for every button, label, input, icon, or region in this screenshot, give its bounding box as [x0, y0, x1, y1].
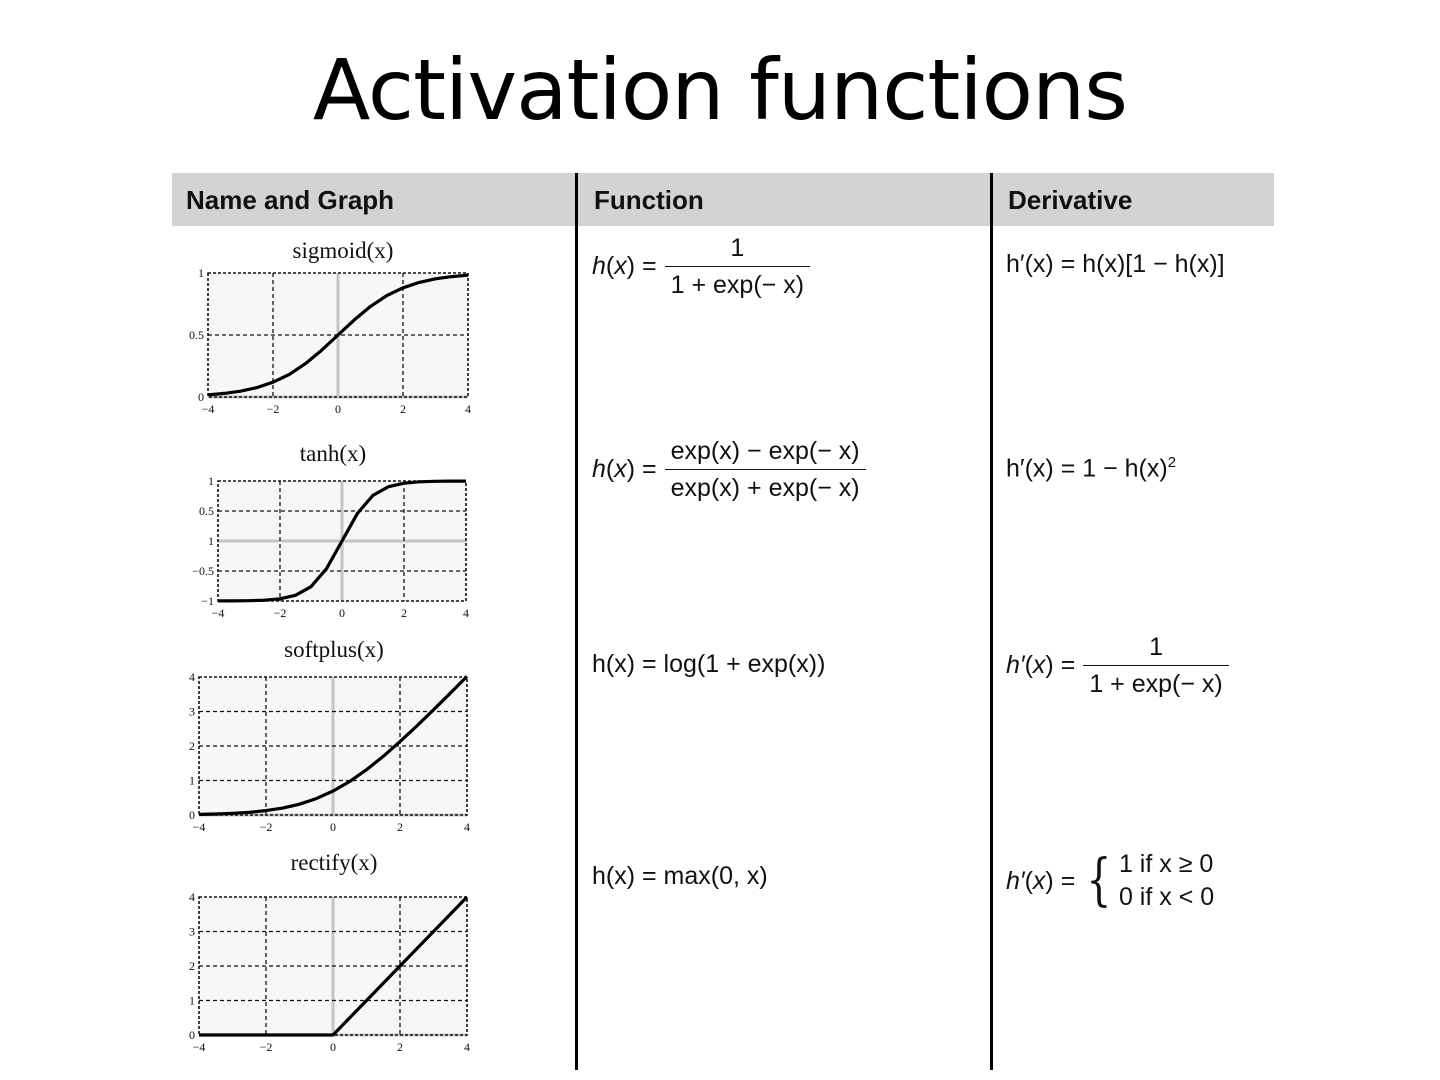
x-tick-label: 2 [397, 820, 403, 834]
tanh-chart: −4 −2 0 2 4 −1 −0.5 1 0.5 1 [192, 474, 469, 620]
series-line [199, 895, 469, 1037]
x-tick-label: 0 [339, 606, 345, 620]
series-line [207, 273, 469, 397]
y-tick-label: −1 [201, 594, 214, 608]
y-tick-label: 1 [189, 774, 195, 788]
x-tick-label: 0 [330, 1040, 336, 1054]
x-tick-label: 2 [401, 606, 407, 620]
y-tick-label: −0.5 [192, 564, 214, 578]
y-tick-label: 1 [198, 266, 204, 280]
derivative-sigmoid: h′(x) = h(x)[1 − h(x)] [1006, 250, 1225, 278]
y-tick-label: 0 [189, 808, 195, 822]
y-tick-label: 0 [198, 390, 204, 404]
chart-title-sigmoid: sigmoid(x) [292, 238, 394, 263]
softplus-chart: −4 −2 0 2 4 0 1 2 3 4 [189, 670, 470, 834]
plot-frame [207, 272, 469, 398]
x-tick-label: −2 [274, 606, 287, 620]
chart-title-softplus: softplus(x) [284, 637, 384, 662]
y-tick-label: 4 [189, 890, 195, 904]
x-tick-label: −4 [212, 606, 225, 620]
y-tick-label: 2 [189, 739, 195, 753]
header-derivative: Derivative [1008, 185, 1133, 215]
x-tick-label: 2 [397, 1040, 403, 1054]
series-line [218, 479, 466, 603]
x-tick-label: 4 [465, 402, 471, 416]
chart-title-rectify: rectify(x) [290, 850, 378, 875]
x-tick-label: −2 [267, 402, 280, 416]
rectify-chart: −4 −2 0 2 4 0 1 2 3 4 [189, 890, 470, 1054]
x-tick-label: 0 [330, 820, 336, 834]
y-tick-label: 3 [189, 925, 195, 939]
plot-frame [198, 676, 468, 816]
x-tick-label: 0 [335, 402, 341, 416]
y-tick-label: 0 [189, 1028, 195, 1042]
sigmoid-chart: −4 −2 0 2 4 0 0.5 1 [189, 266, 471, 416]
x-tick-label: 2 [400, 402, 406, 416]
derivative-softplus: h′(x) = 1 1 + exp(− x) [1006, 633, 1229, 698]
x-tick-label: 4 [464, 820, 470, 834]
function-rectify: h(x) = max(0, x) [592, 862, 768, 890]
y-tick-label: 0.5 [189, 328, 204, 342]
function-sigmoid: h(x) = 1 1 + exp(− x) [592, 234, 811, 299]
function-tanh: h(x) = exp(x) − exp(− x) exp(x) + exp(− x) [592, 437, 866, 502]
x-tick-label: 4 [464, 1040, 470, 1054]
series-line [198, 675, 469, 816]
slide-title: Activation functions [312, 41, 1128, 139]
x-tick-label: −2 [260, 1040, 273, 1054]
y-tick-label: 1 [208, 534, 214, 548]
chart-title-tanh: tanh(x) [299, 441, 367, 466]
derivative-tanh: h′(x) = 1 − h(x)2 [1006, 454, 1177, 483]
x-tick-label: −4 [193, 1040, 206, 1054]
x-tick-label: −4 [193, 820, 206, 834]
column-divider [990, 173, 993, 1070]
y-tick-label: 0.5 [199, 504, 214, 518]
function-softplus: h(x) = log(1 + exp(x)) [592, 650, 826, 678]
y-tick-label: 4 [189, 670, 195, 684]
header-name-and-graph: Name and Graph [186, 185, 395, 215]
header-function: Function [594, 185, 704, 215]
x-tick-label: −4 [202, 402, 215, 416]
column-divider [575, 173, 578, 1070]
y-tick-label: 3 [189, 705, 195, 719]
y-tick-label: 1 [208, 474, 214, 488]
y-tick-label: 1 [189, 994, 195, 1008]
plot-frame [217, 480, 467, 602]
x-tick-label: −2 [260, 820, 273, 834]
x-tick-label: 4 [463, 606, 469, 620]
table-header-bar [172, 173, 1274, 226]
y-tick-label: 2 [189, 959, 195, 973]
